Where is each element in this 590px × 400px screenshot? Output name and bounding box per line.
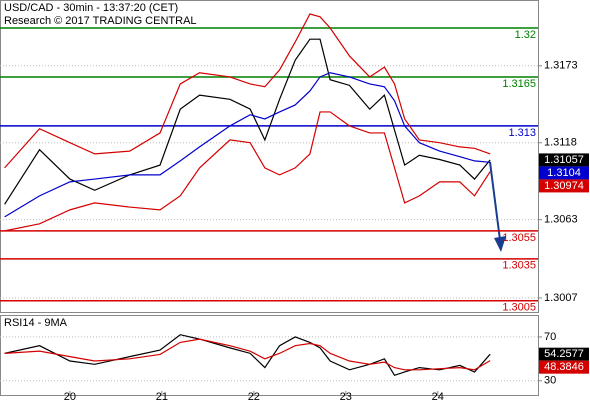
- y-tick-label: 1.3063: [544, 214, 578, 226]
- value-box: [539, 153, 589, 167]
- series-line: [4, 334, 491, 376]
- value-box: [539, 166, 589, 180]
- x-tick-label: 24: [432, 391, 444, 400]
- x-tick-label: 20: [64, 391, 76, 400]
- level-label: 1.3165: [502, 78, 536, 90]
- arrow-head: [494, 236, 506, 252]
- value-box-label: 54.2577: [544, 348, 584, 360]
- value-box: [539, 179, 589, 193]
- x-tick-label: 22: [248, 391, 260, 400]
- y-tick-label: 1.3007: [544, 292, 578, 304]
- value-box: [539, 347, 589, 361]
- series-line: [4, 72, 491, 218]
- series-line: [4, 111, 491, 232]
- value-box-label: 1.31057: [544, 154, 584, 166]
- y-tick-label: 30: [544, 375, 556, 387]
- value-box-label: 48.3846: [544, 361, 584, 373]
- level-label: 1.3005: [502, 302, 536, 314]
- level-label: 1.313: [508, 127, 536, 139]
- rsi-panel: [0, 315, 539, 396]
- series-line: [4, 38, 491, 205]
- level-label: 1.3035: [502, 260, 536, 272]
- level-label: 1.32: [515, 29, 536, 41]
- y-tick-label: 1.3173: [544, 60, 578, 72]
- chart-title: USD/CAD - 30min - 13:37:20 (CET): [4, 2, 178, 14]
- x-tick-label: 23: [340, 391, 352, 400]
- rsi-title: RSI14 - 9MA: [4, 317, 68, 329]
- series-line: [4, 338, 491, 371]
- price-panel: [0, 0, 539, 313]
- value-box-label: 1.3104: [547, 167, 581, 179]
- chart-subtitle: Research © 2017 TRADING CENTRAL: [4, 15, 197, 27]
- forecast-arrow: [489, 161, 501, 241]
- value-box-label: 1.30974: [544, 180, 584, 192]
- y-tick-label: 70: [544, 331, 556, 343]
- value-box: [539, 360, 589, 374]
- y-tick-label: 1.3118: [544, 137, 577, 149]
- x-tick-label: 21: [156, 391, 168, 400]
- series-line: [4, 13, 491, 169]
- level-label: 1.3055: [502, 232, 536, 244]
